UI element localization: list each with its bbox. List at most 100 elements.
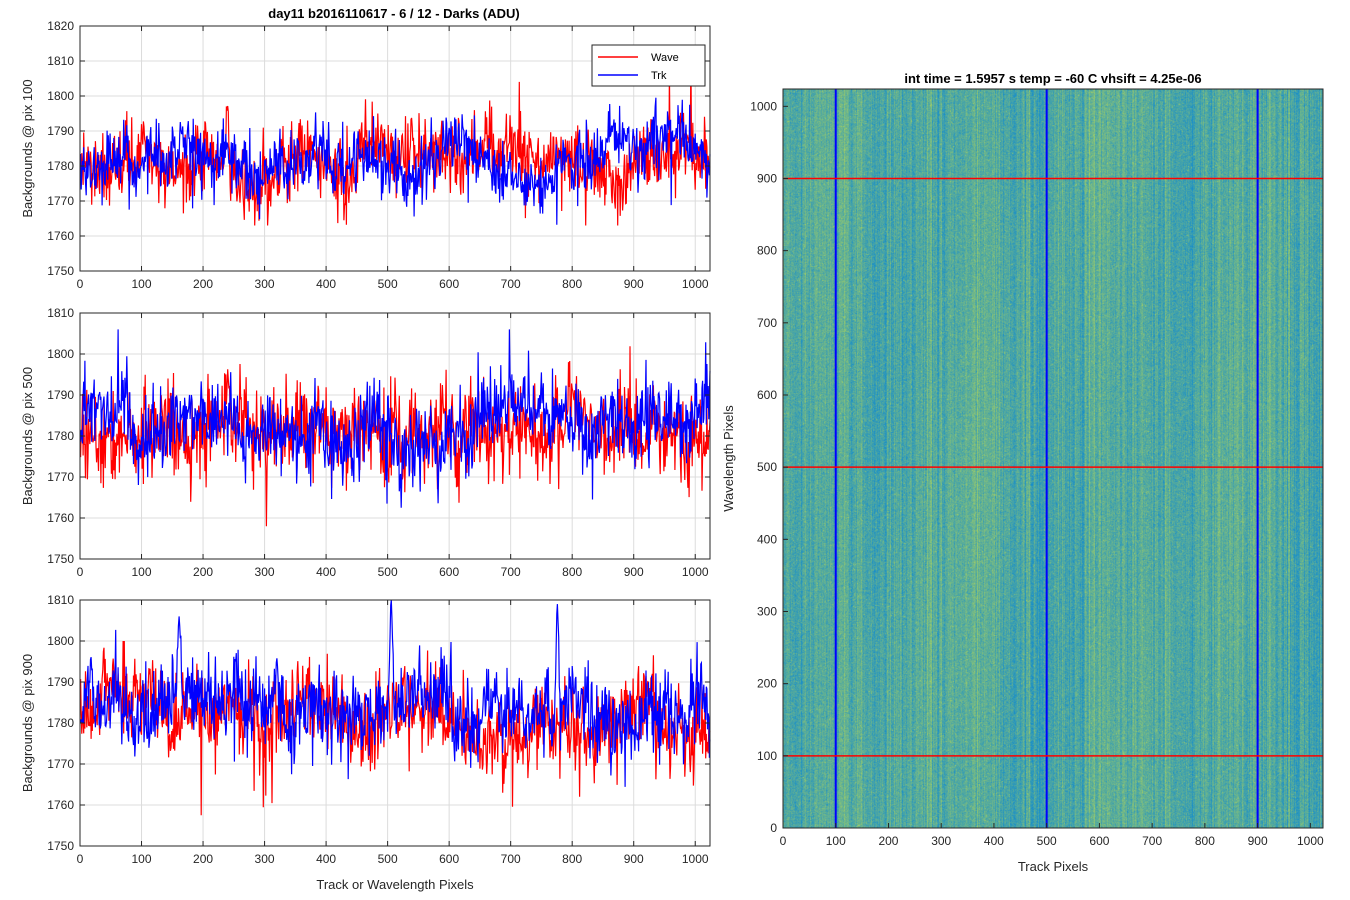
- axes-box: [782, 88, 1324, 829]
- x-tick-label: 300: [255, 277, 275, 291]
- y-tick-label: 500: [757, 460, 777, 474]
- x-tick-label: 1000: [682, 277, 709, 291]
- x-tick-label: 800: [562, 565, 582, 579]
- x-tick-label: 1000: [1297, 834, 1324, 848]
- heatmap-image: [783, 89, 1323, 828]
- x-tick-label: 600: [439, 565, 459, 579]
- x-tick-label: 300: [255, 852, 275, 866]
- legend-box: [591, 44, 706, 87]
- x-tick-label: 500: [1037, 834, 1057, 848]
- y-tick-label: 1780: [47, 159, 74, 173]
- heatmap-plot: 0 100 200 300 400 500 600 700 800 900 1000 0 100 200 3…: [721, 71, 1324, 874]
- x-tick-label: 700: [501, 852, 521, 866]
- y-tick-label: 1750: [47, 552, 74, 566]
- x-tick-label: 800: [1195, 834, 1215, 848]
- y-tick-label: 0: [770, 821, 777, 835]
- y-tick-label: 300: [757, 604, 777, 618]
- y-tick-label: 1770: [47, 757, 74, 771]
- legend: Wave Trk: [591, 44, 706, 87]
- x-tick-label: 100: [132, 852, 152, 866]
- x-tick-label: 500: [378, 565, 398, 579]
- y-axis-label: Backgrounds @ pix 900: [20, 654, 35, 792]
- x-tick-label: 900: [624, 277, 644, 291]
- x-tick-label: 400: [316, 852, 336, 866]
- y-tick-label: 1760: [47, 511, 74, 525]
- x-tick-label: 900: [624, 852, 644, 866]
- y-tick-label: 1780: [47, 429, 74, 443]
- line-plot-3: 0 100 200 300 400 500 600 700 800 900 1000 1750 1760…: [20, 593, 711, 892]
- y-axis-label: Backgrounds @ pix 500: [20, 367, 35, 505]
- x-tick-label: 300: [931, 834, 951, 848]
- x-tick-label: 700: [501, 277, 521, 291]
- x-tick-label: 1000: [682, 852, 709, 866]
- legend-label-wave: Wave: [651, 52, 679, 64]
- x-tick-label: 900: [1248, 834, 1268, 848]
- series-line-trk: [80, 599, 711, 787]
- y-tick-label: 1810: [47, 306, 74, 320]
- x-tick-label: 0: [77, 852, 84, 866]
- y-tick-label: 1800: [47, 347, 74, 361]
- x-tick-label: 400: [316, 277, 336, 291]
- y-tick-label: 1800: [47, 89, 74, 103]
- x-tick-label: 800: [562, 277, 582, 291]
- x-tick-label: 400: [316, 565, 336, 579]
- y-tick-label: 900: [757, 171, 777, 185]
- x-tick-label: 600: [1089, 834, 1109, 848]
- x-tick-label: 900: [624, 565, 644, 579]
- x-tick-label: 100: [826, 834, 846, 848]
- line-plot-1: 0 100 200 300 400 500 600 700 800 900 1000 1750 1760…: [20, 19, 711, 291]
- y-tick-label: 1780: [47, 716, 74, 730]
- x-tick-label: 700: [501, 565, 521, 579]
- series-line-trk: [80, 97, 711, 225]
- series-line-wave: [80, 346, 711, 527]
- x-tick-label: 300: [255, 565, 275, 579]
- x-tick-label: 200: [193, 277, 213, 291]
- x-tick-label: 700: [1142, 834, 1162, 848]
- x-tick-label: 600: [439, 852, 459, 866]
- y-tick-label: 1790: [47, 388, 74, 402]
- y-tick-label: 400: [757, 532, 777, 546]
- heatmap-title: int time = 1.5957 s temp = -60 C vhsift …: [904, 71, 1201, 86]
- x-tick-label: 200: [193, 565, 213, 579]
- x-tick-label: 400: [984, 834, 1004, 848]
- y-tick-label: 800: [757, 244, 777, 258]
- y-tick-label: 1760: [47, 798, 74, 812]
- y-tick-label: 1770: [47, 470, 74, 484]
- x-tick-label: 100: [132, 277, 152, 291]
- x-tick-label: 0: [77, 565, 84, 579]
- y-tick-label: 700: [757, 316, 777, 330]
- y-tick-label: 1810: [47, 54, 74, 68]
- figure-title: day11 b2016110617 - 6 / 12 - Darks (ADU): [268, 6, 519, 21]
- y-tick-label: 1800: [47, 634, 74, 648]
- x-tick-label: 1000: [682, 565, 709, 579]
- line-plot-2: 0 100 200 300 400 500 600 700 800 900 1000 1750 1760…: [20, 306, 711, 579]
- x-axis-label: Track or Wavelength Pixels: [316, 877, 474, 892]
- x-tick-label: 500: [378, 277, 398, 291]
- y-tick-label: 1750: [47, 839, 74, 853]
- y-tick-label: 600: [757, 388, 777, 402]
- y-tick-label: 1000: [750, 99, 777, 113]
- series-line-trk: [80, 329, 711, 508]
- x-tick-label: 800: [562, 852, 582, 866]
- x-tick-label: 100: [132, 565, 152, 579]
- y-tick-label: 1790: [47, 124, 74, 138]
- y-tick-label: 100: [757, 749, 777, 763]
- y-axis-label: Backgrounds @ pix 100: [20, 79, 35, 217]
- x-tick-label: 200: [193, 852, 213, 866]
- x-tick-label: 600: [439, 277, 459, 291]
- y-axis-label: Wavelength Pixels: [721, 405, 736, 512]
- legend-label-trk: Trk: [651, 70, 667, 82]
- x-tick-label: 500: [378, 852, 398, 866]
- y-tick-label: 1770: [47, 194, 74, 208]
- y-tick-label: 200: [757, 677, 777, 691]
- y-tick-label: 1750: [47, 264, 74, 278]
- y-tick-label: 1760: [47, 229, 74, 243]
- x-tick-label: 200: [878, 834, 898, 848]
- y-tick-label: 1820: [47, 19, 74, 33]
- x-axis-label: Track Pixels: [1018, 859, 1089, 874]
- x-tick-label: 0: [77, 277, 84, 291]
- axes-box: [79, 25, 711, 272]
- x-tick-label: 0: [780, 834, 787, 848]
- y-tick-label: 1790: [47, 675, 74, 689]
